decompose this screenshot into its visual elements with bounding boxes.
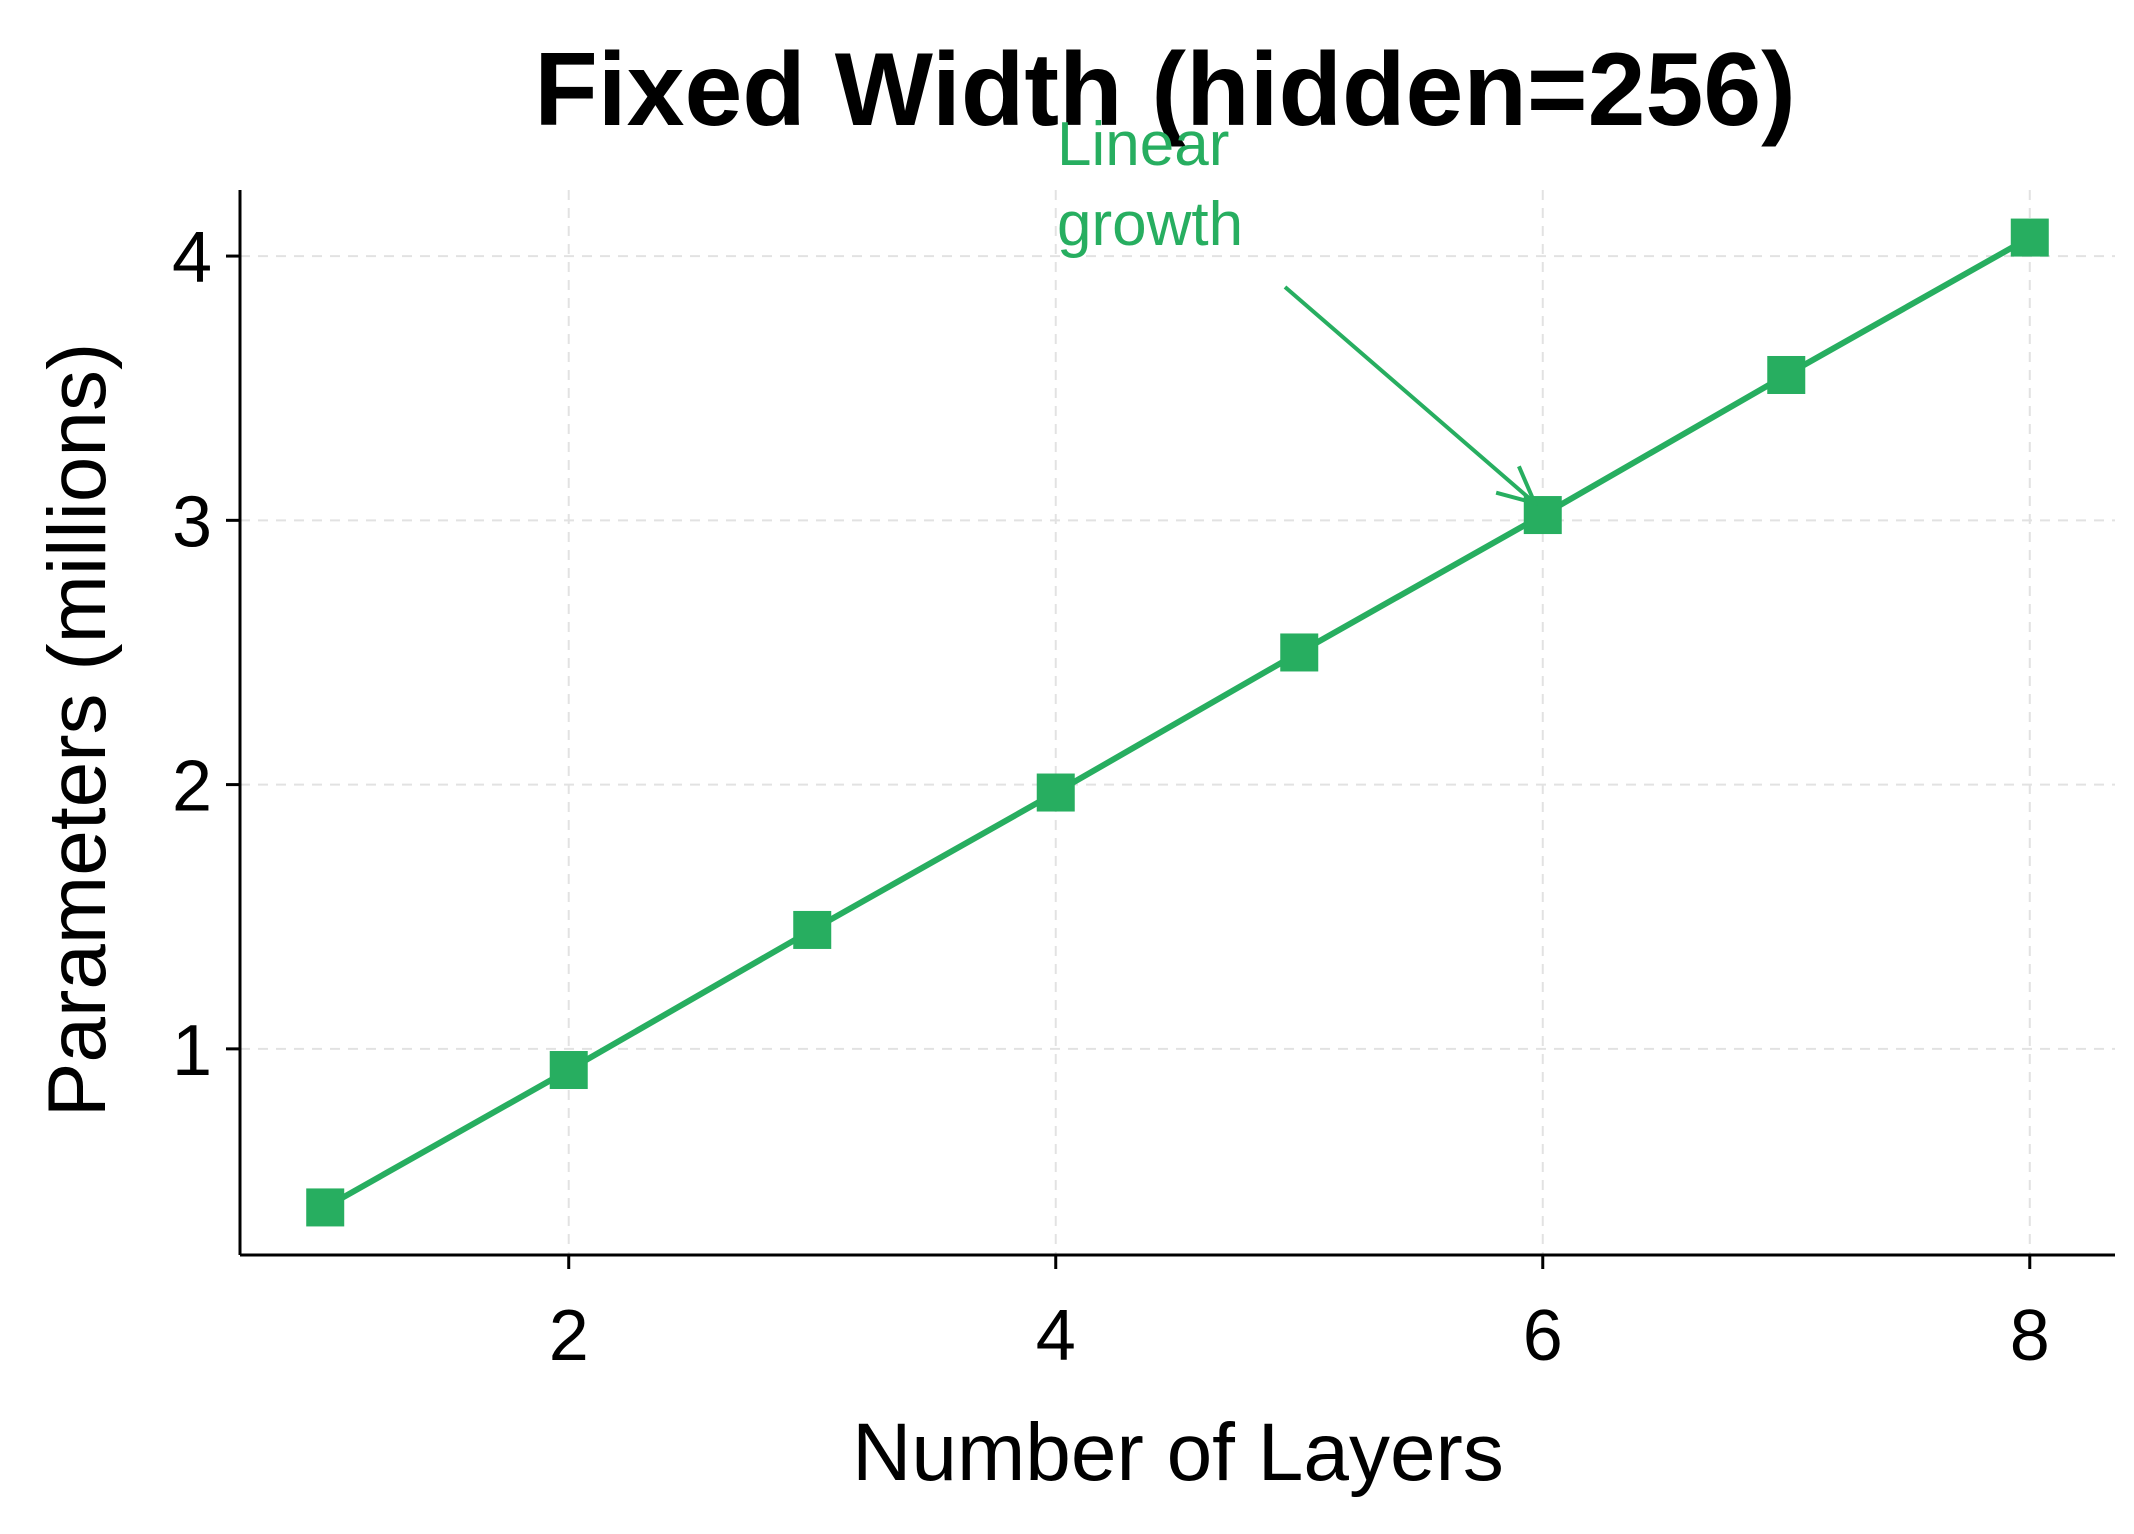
annotation-arrowhead	[1495, 465, 1539, 507]
x-tick-label: 2	[549, 1296, 589, 1376]
x-tick-label: 4	[1036, 1296, 1076, 1376]
series	[306, 218, 2049, 1227]
y-axis-label: Parameters (millions)	[32, 343, 123, 1118]
annotation-arrow	[1283, 285, 1537, 505]
data-point	[2010, 218, 2049, 257]
annotation-line-1: Linear	[1057, 110, 1229, 179]
x-tick-label: 8	[2010, 1296, 2050, 1376]
ticks: 2 4 6 8 1 2 3 4	[172, 218, 2050, 1376]
annotation: Linear growth	[1057, 110, 1539, 507]
data-point	[1280, 633, 1319, 672]
x-axis-label: Number of Layers	[852, 1407, 1504, 1498]
data-point	[306, 1188, 345, 1227]
data-point	[793, 910, 832, 949]
y-tick-label: 2	[172, 747, 212, 827]
data-point	[1036, 773, 1075, 812]
chart-title: Fixed Width (hidden=256)	[534, 32, 1796, 148]
y-tick-label: 4	[172, 218, 212, 298]
data-point	[549, 1051, 588, 1090]
annotation-text: Linear growth	[1057, 110, 1247, 259]
x-tick-label: 6	[1523, 1296, 1563, 1376]
series-line	[323, 234, 2032, 1211]
annotation-line-2: growth	[1057, 190, 1243, 259]
y-tick-label: 3	[172, 482, 212, 562]
data-point	[1767, 355, 1806, 394]
y-tick-label: 1	[172, 1011, 212, 1091]
